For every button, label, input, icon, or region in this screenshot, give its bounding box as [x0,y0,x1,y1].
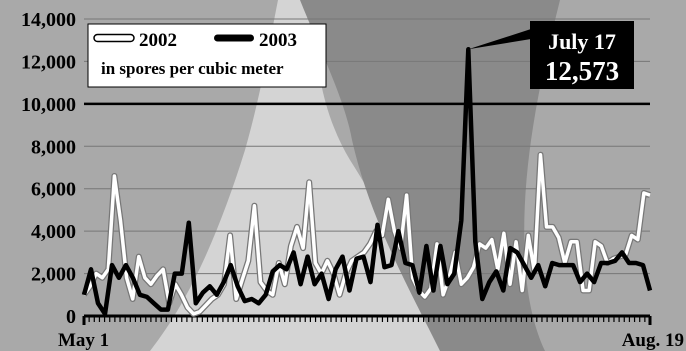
callout-pointer [468,29,531,50]
callout-date: July 17 [548,29,616,54]
callout-value: 12,573 [545,56,619,86]
y-tick-label: 12,000 [21,51,76,73]
legend-label-2003: 2003 [259,30,297,51]
series-lines [81,47,653,317]
y-tick-label: 0 [66,306,76,328]
y-tick-label: 2,000 [31,264,76,286]
legend: 2002 2003 in spores per cubic meter [87,23,327,88]
legend-swatch-2003 [214,34,254,42]
series-2003-line [81,47,653,317]
x-axis-end-label: Aug. 19 [622,330,684,351]
legend-label-2002: 2002 [139,30,177,51]
y-axis-tick-labels: 0 2,000 4,000 6,000 8,000 10,000 12,000 14,000 [21,9,76,328]
y-tick-label: 4,000 [31,221,76,243]
peak-callout: July 17 12,573 [468,21,634,89]
x-axis [82,314,652,325]
y-tick-label: 8,000 [31,136,76,158]
legend-units: in spores per cubic meter [101,59,284,78]
legend-swatch-2002 [93,33,135,43]
y-tick-label: 14,000 [21,9,76,31]
x-axis-start-label: May 1 [58,330,109,351]
y-tick-label: 6,000 [31,179,76,201]
callout-box [530,21,634,89]
y-tick-label: 10,000 [21,94,76,116]
series-2002-line [82,153,651,316]
